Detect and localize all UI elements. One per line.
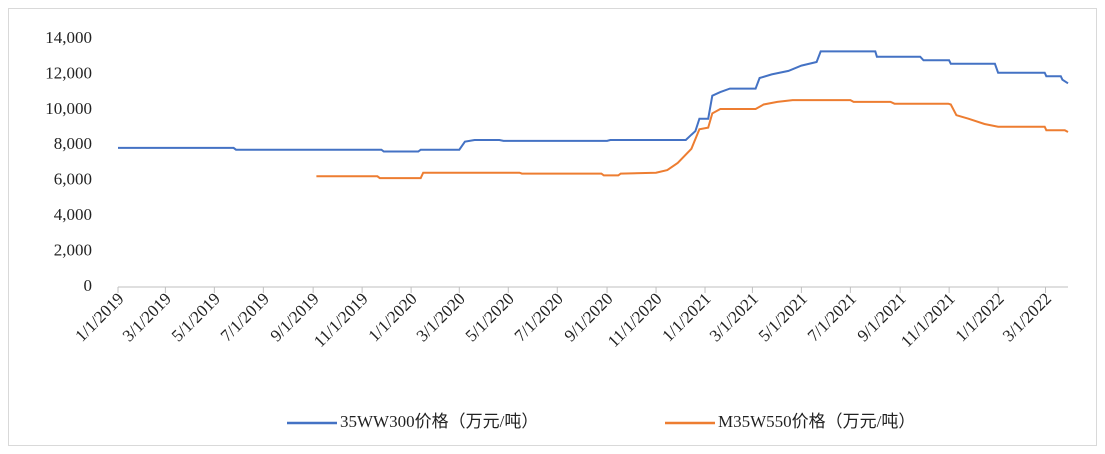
y-tick-label: 2,000 (54, 240, 92, 259)
y-tick-label: 12,000 (45, 63, 92, 82)
chart-border (8, 8, 1097, 446)
y-tick-label: 10,000 (45, 99, 92, 118)
line (118, 50, 1069, 153)
y-tick-label: 8,000 (54, 134, 92, 153)
y-tick-label: 6,000 (54, 170, 92, 189)
legend-label: M35W550价格（万元/吨） (718, 412, 915, 431)
legend-label: 35WW300价格（万元/吨） (340, 412, 538, 431)
line (316, 99, 1069, 180)
y-tick-label: 14,000 (45, 28, 92, 47)
y-tick-label: 4,000 (54, 205, 92, 224)
y-tick-label: 0 (84, 276, 93, 295)
